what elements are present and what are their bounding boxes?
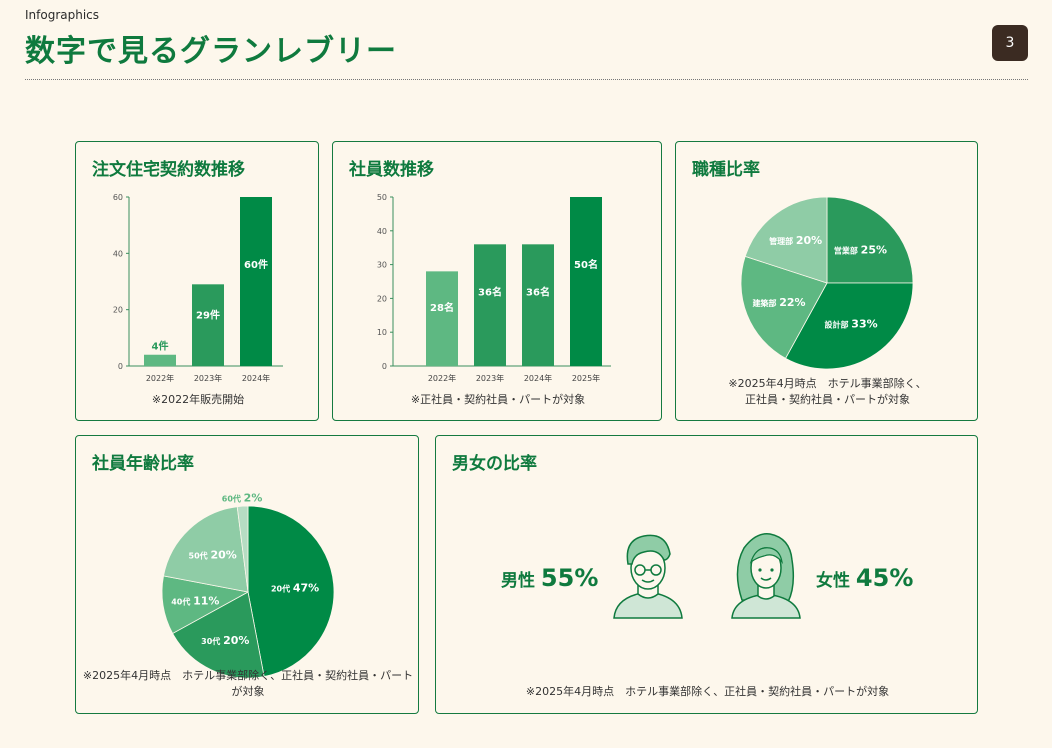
bar [192,284,224,366]
x-tick-label: 2025年 [572,373,600,383]
gender-title: 男女の比率 [452,454,537,474]
pie-slice-label: 設計部 33% [825,318,878,331]
ages-note-line-2: が対象 [231,685,265,698]
page-number-badge: 3 [992,25,1028,61]
bar-value-label: 36名 [478,285,502,298]
orders-note: ※2022年販売開始 [151,393,245,406]
title-divider [25,79,1028,80]
employees-bar-chart: 0 10 20 30 40 50 28名 2022年 36名 2023年 36名 2024年 50名 20… [377,193,611,383]
ages-note: ※2025年4月時点 ホテル事業部除く、正社員・契約社員・パート が対象 [76,668,420,700]
ages-chart-title: 社員年齢比率 [92,454,194,474]
bar [426,271,458,366]
pie-slice [172,591,265,679]
employees-chart-title: 社員数推移 [349,160,434,180]
pie-slice [826,196,914,284]
bar-value-label: 36名 [526,285,550,298]
female-stat: 女性 45% [816,564,913,592]
employees-note: ※正社員・契約社員・パートが対象 [410,393,586,406]
x-tick-label: 2023年 [194,373,222,383]
y-tick-label: 40 [377,227,387,236]
bar [570,197,602,366]
jobs-panel: 職種比率 営業部 25% 設計部 33% 建築部 22% 管理部 20% ※2025年… [675,141,978,421]
gender-panel: 男女の比率 男性 55% 女性 45% ※2025年4月時点 ホテル事業部除く、… [435,435,978,714]
jobs-pie-chart: 営業部 25% 設計部 33% 建築部 22% 管理部 20% [740,196,914,370]
jobs-note-line-2: 正社員・契約社員・パートが対象 [745,393,910,406]
gender-note: ※2025年4月時点 ホテル事業部除く、正社員・契約社員・パートが対象 [525,685,890,698]
bar-value-label: 4件 [152,340,169,353]
pie-slice-label: 60代 2% [222,492,263,505]
pie-slice [740,255,828,359]
pie-slice [236,505,249,593]
y-tick-label: 0 [382,362,387,371]
x-tick-label: 2024年 [242,373,270,383]
y-tick-label: 60 [113,193,123,202]
y-tick-label: 10 [377,328,387,337]
male-label: 男性 [501,571,535,591]
bar-value-label: 28名 [430,301,454,314]
x-tick-label: 2024年 [524,373,552,383]
pie-slice-label: 管理部 20% [769,234,822,247]
pie-slice-label: 営業部 25% [834,244,887,257]
bar [474,244,506,366]
bar-value-label: 50名 [574,258,598,271]
pie-slice-label: 20代 47% [271,582,319,595]
orders-chart-title: 注文住宅契約数推移 [92,160,245,180]
bar [522,244,554,366]
male-person-icon [613,534,683,619]
pie-slice-label: 40代 11% [171,594,219,607]
header-label: Infographics [25,8,100,22]
orders-bar-chart: 0 20 40 60 4件 2022年 29件 2023年 60件 2024年 [113,193,283,383]
y-tick-label: 40 [113,249,123,258]
page-title: 数字で見るグランレブリー [25,34,397,69]
x-tick-label: 2022年 [146,373,174,383]
pie-slice [744,196,828,284]
jobs-chart-title: 職種比率 [692,160,760,180]
female-label: 女性 [816,571,850,591]
jobs-note-line-1: ※2025年4月時点 ホテル事業部除く、 [728,377,927,390]
female-value: 45% [855,564,914,592]
pie-slice [785,282,914,370]
y-tick-label: 30 [377,261,387,270]
male-stat: 男性 55% [501,564,598,592]
y-tick-label: 0 [118,362,123,371]
jobs-note: ※2025年4月時点 ホテル事業部除く、 正社員・契約社員・パートが対象 [676,376,979,408]
pie-slice-label: 30代 20% [201,634,249,647]
bar-value-label: 29件 [196,309,220,322]
ages-panel: 社員年齢比率 20代 47% 30代 20% 40代 11% 50代 20% 60代 2… [75,435,419,714]
x-tick-label: 2022年 [428,373,456,383]
employees-panel: 社員数推移 0 10 20 30 40 50 28名 2022年 36名 2023年 36名 2024… [332,141,662,421]
pie-slice-label: 建築部 22% [751,296,805,309]
ages-note-line-1: ※2025年4月時点 ホテル事業部除く、正社員・契約社員・パート [82,669,414,682]
pie-slice [163,506,249,593]
bar-value-label: 60件 [244,258,268,271]
female-person-icon [731,533,801,619]
x-tick-label: 2023年 [476,373,504,383]
male-value: 55% [540,564,599,592]
bar [144,354,176,366]
y-tick-label: 50 [377,193,387,202]
ages-pie-chart: 20代 47% 30代 20% 40代 11% 50代 20% 60代 2% [161,492,335,679]
orders-panel: 注文住宅契約数推移 0 20 40 60 4件 2022年 29件 2023年 60件 2024年… [75,141,319,421]
y-tick-label: 20 [377,294,387,303]
pie-slice [247,505,335,677]
y-tick-label: 20 [113,306,123,315]
bar [240,197,272,366]
pie-slice-label: 50代 20% [189,548,237,561]
